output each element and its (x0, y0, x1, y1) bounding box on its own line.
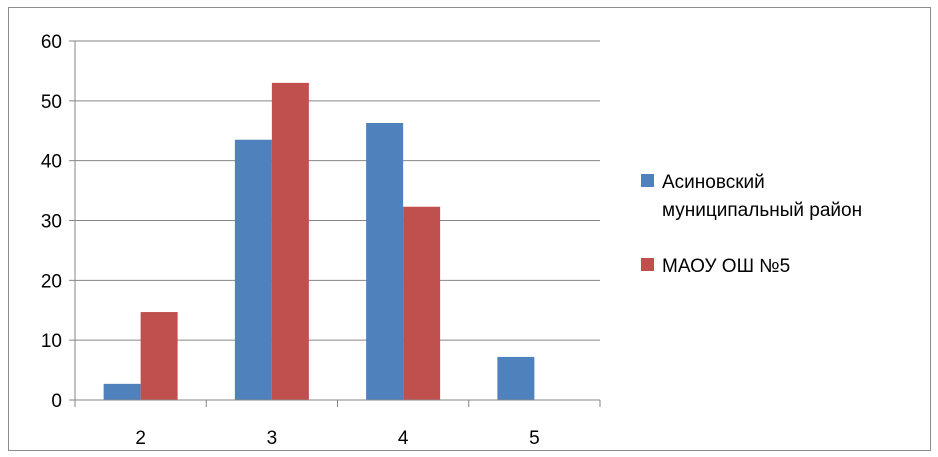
bar (103, 383, 141, 400)
gridlines (75, 40, 600, 341)
legend-item: Асиновский муниципальный район (641, 172, 862, 221)
legend: Асиновский муниципальный район МАОУ ОШ №5 (641, 172, 862, 277)
legend-label: МАОУ ОШ №5 (662, 256, 790, 277)
x-tick-label: 3 (267, 428, 278, 449)
y-tick-label: 50 (41, 92, 62, 113)
y-tick-label: 60 (41, 32, 62, 53)
legend-item: МАОУ ОШ №5 (641, 256, 790, 277)
bars (103, 82, 535, 400)
legend-label: Асиновский муниципальный район (662, 172, 862, 221)
axes (69, 40, 601, 407)
bar (366, 122, 404, 400)
bar (403, 206, 441, 400)
y-tick-label: 40 (41, 152, 62, 173)
y-tick-label: 30 (41, 212, 62, 233)
x-tick-label: 2 (135, 428, 146, 449)
bar (140, 312, 178, 400)
legend-swatch (641, 258, 654, 271)
x-tick-labels: 2 3 4 5 (135, 428, 539, 449)
bar (497, 356, 535, 400)
y-tick-labels: 0 10 20 30 40 50 60 (41, 32, 62, 412)
x-tick-label: 5 (529, 428, 540, 449)
y-tick-label: 0 (51, 391, 62, 412)
bar (271, 82, 309, 400)
legend-swatch (641, 174, 654, 187)
y-tick-label: 10 (41, 331, 62, 352)
x-tick-label: 4 (398, 428, 409, 449)
y-tick-label: 20 (41, 271, 62, 292)
bar (234, 139, 272, 400)
